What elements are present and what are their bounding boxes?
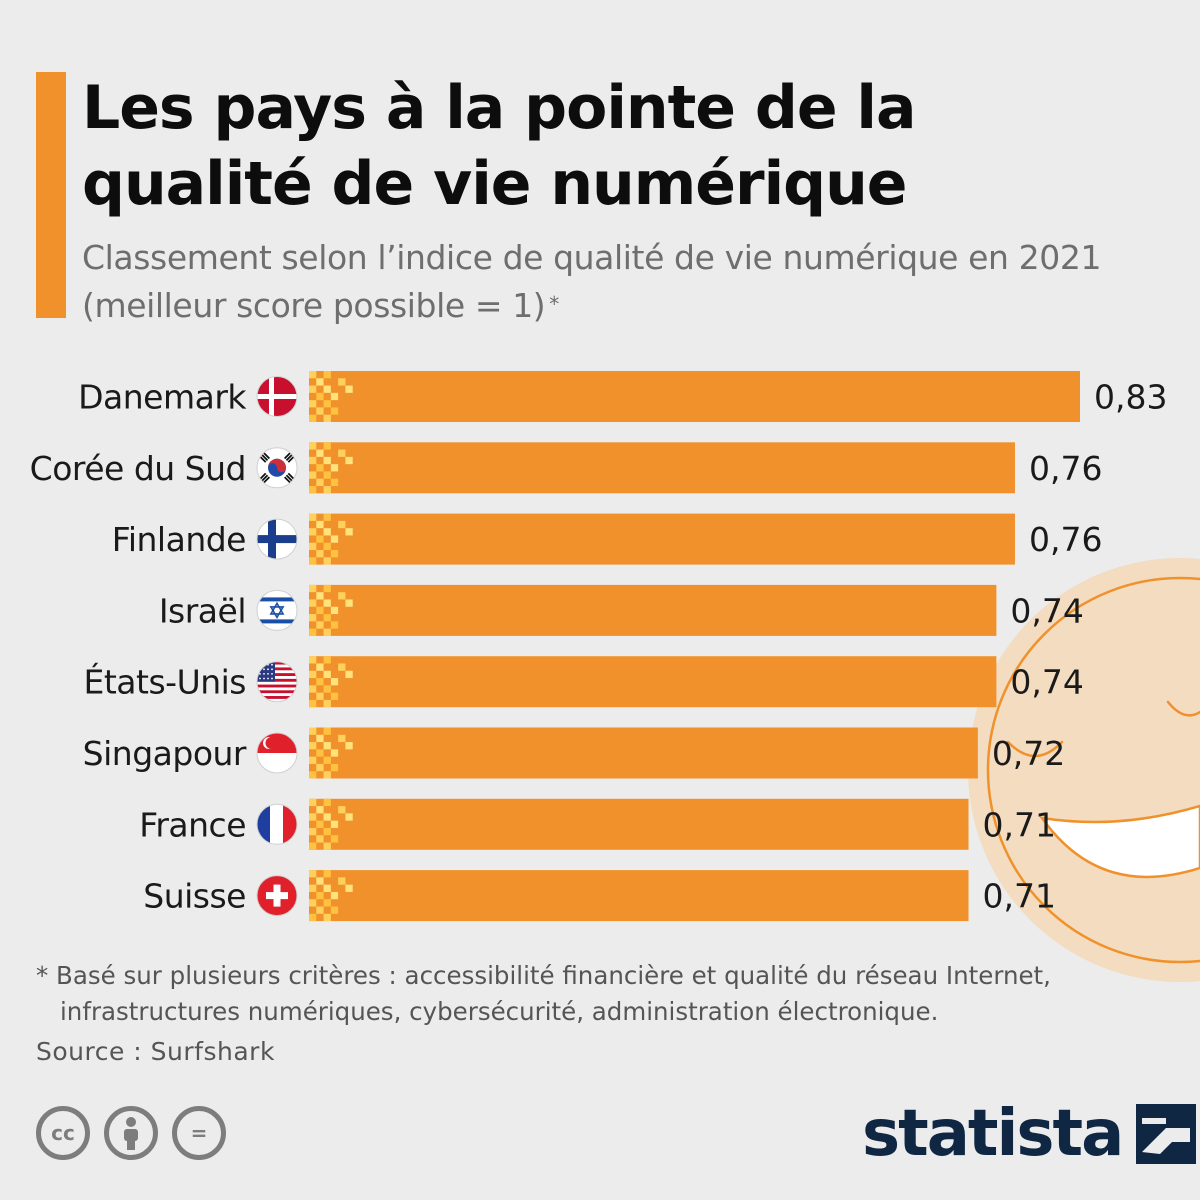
bar-pixel-decoration <box>309 584 353 636</box>
statista-logo-mark-icon <box>1136 1104 1197 1164</box>
footnote-line-2: infrastructures numériques, cybersécurit… <box>60 997 939 1026</box>
title-line-1: Les pays à la pointe de la <box>82 73 916 143</box>
footnote: * Basé sur plusieurs critères : accessib… <box>36 958 1176 1030</box>
value-label: 0,83 <box>1094 378 1167 417</box>
bar <box>309 371 1080 422</box>
smiley-right-eye <box>1166 700 1200 717</box>
footnote-line-1: * Basé sur plusieurs critères : accessib… <box>36 961 1051 990</box>
bar-pixel-decoration <box>309 656 353 708</box>
value-label: 0,76 <box>1029 520 1102 559</box>
smiley-face-outline <box>986 576 1200 964</box>
bar <box>309 656 997 708</box>
source-credit: Source : Surfshark <box>36 1037 275 1066</box>
bar <box>309 727 978 779</box>
category-label: États-Unis <box>84 662 246 702</box>
bar <box>309 442 1015 494</box>
smiley-mouth <box>1039 804 1200 879</box>
title-line-2: qualité de vie numérique <box>82 149 907 219</box>
bar <box>309 513 1015 565</box>
value-label: 0,74 <box>1010 663 1083 702</box>
title-accent-bar <box>36 72 66 318</box>
category-label: Danemark <box>78 378 247 417</box>
chart-subtitle: Classement selon l’indice de qualité de … <box>82 234 1142 330</box>
person-glyph <box>124 1117 138 1150</box>
smiley-left-eye <box>1006 740 1064 758</box>
category-label: Finlande <box>112 520 246 559</box>
france-flag-icon <box>256 803 298 845</box>
israel-flag-icon <box>256 589 298 631</box>
value-label: 0,71 <box>983 805 1056 844</box>
value-label: 0,76 <box>1029 449 1102 488</box>
subtitle-footnote-mark: * <box>549 292 559 316</box>
category-label: France <box>139 805 246 844</box>
bar-pixel-decoration <box>309 727 353 779</box>
subtitle-text: Classement selon l’indice de qualité de … <box>82 238 1102 325</box>
denmark-flag-icon <box>256 376 298 417</box>
value-label: 0,71 <box>983 877 1056 916</box>
south-korea-flag-icon <box>256 447 298 489</box>
bar-pixel-decoration <box>309 798 353 850</box>
finland-flag-icon <box>256 518 298 560</box>
bar-chart-rows: Danemark 0,83 Corée du Sud 0,76 Finlande 0,76… <box>30 371 1167 922</box>
bar <box>309 798 969 850</box>
bar-pixel-decoration <box>309 513 353 565</box>
category-label: Singapour <box>83 734 247 773</box>
statista-logo[interactable]: statista <box>862 1097 1197 1171</box>
bar-pixel-decoration <box>309 870 353 922</box>
bar <box>309 584 997 636</box>
value-label: 0,74 <box>1010 591 1083 630</box>
value-label: 0,72 <box>992 734 1065 773</box>
category-label: Israël <box>159 591 246 630</box>
attribution-icon[interactable] <box>104 1106 158 1160</box>
category-label: Suisse <box>143 877 246 916</box>
switzerland-flag-icon <box>256 875 298 917</box>
bar-pixel-decoration <box>309 371 353 422</box>
bar <box>309 870 969 922</box>
chart-title: Les pays à la pointe de la qualité de vi… <box>82 70 1162 222</box>
singapore-flag-icon <box>256 732 298 774</box>
creative-commons-icon[interactable]: cc <box>36 1106 90 1160</box>
no-derivatives-icon[interactable]: = <box>172 1106 226 1160</box>
statista-logo-text: statista <box>862 1097 1124 1171</box>
usa-flag-icon <box>256 661 298 703</box>
category-label: Corée du Sud <box>30 449 246 488</box>
bar-pixel-decoration <box>309 442 353 494</box>
license-icons: cc = <box>36 1106 226 1160</box>
